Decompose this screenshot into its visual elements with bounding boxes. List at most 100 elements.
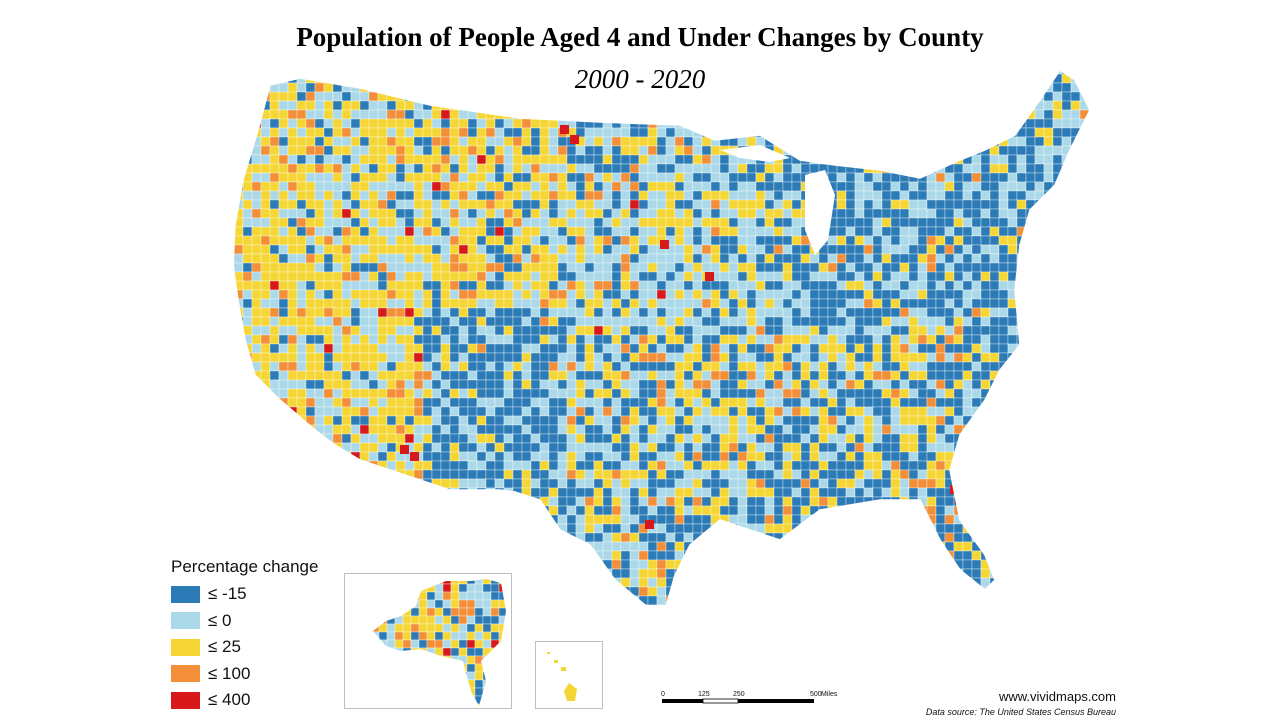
county-cell [782, 163, 793, 174]
county-cell [674, 397, 685, 408]
county-cell [710, 361, 721, 372]
county-cell [998, 451, 1009, 462]
county-cell [377, 523, 388, 534]
county-cell [809, 352, 820, 363]
county-cell [296, 469, 307, 480]
county-cell [449, 379, 460, 390]
county-cell [449, 244, 460, 255]
county-cell [602, 280, 613, 291]
county-cell [449, 334, 460, 345]
county-cell [773, 181, 784, 192]
county-cell [332, 280, 343, 291]
county-cell [890, 208, 901, 219]
county-cell [467, 253, 478, 264]
county-cell [953, 244, 964, 255]
county-cell [737, 478, 748, 489]
county-cell [1070, 109, 1081, 120]
county-cell [233, 361, 235, 372]
county-cell [773, 451, 784, 462]
county-cell [458, 388, 469, 399]
county-cell [728, 469, 739, 480]
county-cell [539, 451, 550, 462]
county-cell [1007, 361, 1018, 372]
county-cell [782, 262, 793, 273]
county-cell [683, 361, 694, 372]
county-cell [971, 298, 982, 309]
county-cell [548, 298, 559, 309]
county-cell [521, 226, 532, 237]
county-cell [530, 514, 541, 525]
county-cell [1070, 397, 1081, 408]
county-cell [233, 478, 235, 489]
county-cell [296, 190, 307, 201]
county-cell [881, 73, 892, 84]
county-cell [827, 154, 838, 165]
county-cell [566, 397, 577, 408]
county-cell [530, 298, 541, 309]
county-cell [935, 235, 946, 246]
county-cell [341, 307, 352, 318]
county-cell [791, 352, 802, 363]
county-cell [782, 469, 793, 480]
county-cell [755, 136, 766, 147]
county-cell [809, 361, 820, 372]
county-cell [899, 127, 910, 138]
county-cell [1052, 226, 1063, 237]
county-cell [926, 397, 937, 408]
county-cell [575, 289, 586, 300]
county-cell [251, 496, 262, 507]
county-cell [485, 343, 496, 354]
county-cell [692, 280, 703, 291]
county-cell [314, 352, 325, 363]
county-cell [962, 280, 973, 291]
county-cell [629, 181, 640, 192]
county-cell [611, 433, 622, 444]
county-cell [539, 82, 550, 93]
county-cell [467, 127, 478, 138]
county-cell [296, 100, 307, 111]
county-cell [1079, 469, 1090, 480]
county-cell [458, 289, 469, 300]
county-cell [566, 424, 577, 435]
county-cell [818, 307, 829, 318]
county-cell [233, 361, 244, 372]
county-cell [665, 352, 676, 363]
county-cell [404, 145, 415, 156]
county-cell [764, 505, 775, 516]
county-cell [773, 208, 784, 219]
county-cell [764, 199, 775, 210]
county-cell [773, 496, 784, 507]
county-cell [782, 406, 793, 417]
county-cell [359, 514, 370, 525]
county-cell [782, 487, 793, 498]
county-cell [251, 73, 262, 84]
county-cell [872, 109, 883, 120]
county-cell [404, 487, 415, 498]
county-cell [593, 136, 604, 147]
county-cell [548, 424, 559, 435]
county-cell [530, 415, 541, 426]
county-cell [305, 199, 316, 210]
county-cell [638, 235, 649, 246]
county-cell [377, 289, 388, 300]
county-cell [386, 415, 397, 426]
county-cell [1088, 82, 1090, 93]
county-cell [485, 136, 496, 147]
county-cell [701, 118, 712, 129]
county-cell [521, 370, 532, 381]
county-cell [944, 190, 955, 201]
county-cell [701, 262, 712, 273]
county-cell [1052, 361, 1063, 372]
county-cell [584, 172, 595, 183]
county-cell [1007, 172, 1018, 183]
county-cell [368, 262, 379, 273]
county-cell [269, 325, 280, 336]
county-cell [512, 190, 523, 201]
county-cell [665, 100, 676, 111]
county-cell [872, 406, 883, 417]
county-cell [548, 70, 559, 75]
county-cell [935, 244, 946, 255]
county-cell [323, 397, 334, 408]
county-cell [935, 451, 946, 462]
county-cell [890, 496, 901, 507]
